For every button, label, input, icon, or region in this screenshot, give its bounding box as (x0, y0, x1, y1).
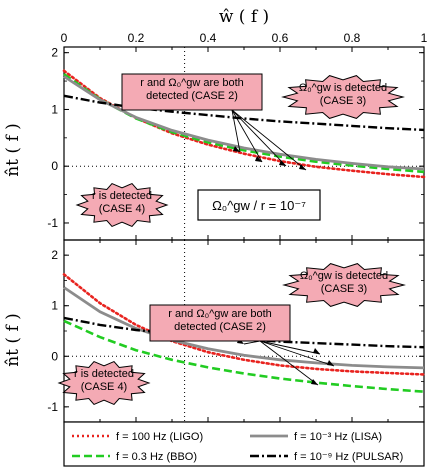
callout-3: r is detected(CASE 4) (57, 360, 151, 406)
callout-arrow (259, 340, 321, 355)
series-line-dashed (63, 319, 425, 393)
callout-arrowhead (255, 156, 262, 162)
legend-label: f = 10⁻³ Hz (LISA) (294, 431, 382, 443)
y-tick-label: 2 (51, 46, 58, 60)
legend: f = 100 Hz (LIGO) f = 10⁻³ Hz (LISA) f = 0… (63, 421, 425, 467)
ratio-annotation-box (197, 189, 321, 221)
series-line-dashdot (63, 94, 425, 132)
callout-text: (CASE 4) (81, 381, 127, 393)
bottom-y-axis-title: n̂t ( f ) (3, 313, 23, 367)
x-tick-label: 0 (61, 31, 68, 45)
callout-text: detected (CASE 2) (146, 90, 238, 102)
callout-starburst (57, 360, 151, 406)
callout-text: (CASE 4) (99, 203, 145, 215)
y-tick-label: 0 (51, 159, 58, 173)
x-tick-label: 0.4 (200, 31, 217, 45)
x-tick-label: 0.8 (344, 31, 361, 45)
callout-2: Ω₀^gw is detected(CASE 3) (282, 263, 406, 307)
callout-text: r and Ω₀^gw are both (168, 308, 272, 320)
callout-arrowhead (233, 146, 240, 152)
callout-starburst (282, 263, 406, 307)
series-line-dashdot (63, 316, 425, 349)
y-tick-label: 1 (51, 299, 58, 313)
callout-text: Ω₀^gw is detected (299, 82, 387, 94)
callout-text: r is detected (92, 190, 152, 202)
callout-arrowhead (299, 164, 306, 170)
callout-3: r is detected(CASE 4) (75, 182, 169, 228)
callout-box (149, 304, 291, 342)
callout-text: Ω₀^gw is detected (300, 270, 388, 282)
series-line-dotted (62, 273, 426, 376)
series-line-dashed (63, 73, 425, 174)
ratio-annotation: Ω₀^gw / r = 10⁻⁷ (197, 189, 321, 221)
callout-starburst (75, 182, 169, 228)
callout-text: r is detected (74, 368, 134, 380)
x-tick-label: 1 (421, 31, 428, 45)
legend-label: f = 0.3 Hz (BBO) (116, 451, 197, 463)
callout-text: (CASE 3) (320, 95, 366, 107)
callout-arrowhead (313, 348, 320, 354)
y-tick-label: 1 (51, 102, 58, 116)
legend-label: f = 100 Hz (LIGO) (116, 431, 203, 443)
x-tick-label: 0.2 (128, 31, 145, 45)
x-tick-label: 0.6 (272, 31, 289, 45)
legend-label: f = 10⁻⁹ Hz (PULSAR) (294, 451, 403, 463)
callout-starburst (281, 75, 405, 119)
y-tick-label: 2 (51, 248, 58, 262)
top-x-axis-title: ŵ ( f ) (219, 7, 269, 27)
callout-arrowhead (327, 360, 334, 366)
callout-arrow (231, 109, 241, 153)
callout-arrow (259, 340, 319, 386)
callout-arrowhead (279, 160, 286, 166)
callout-box (121, 73, 263, 111)
series-line-solid (63, 286, 425, 370)
y-tick-label: 0 (51, 349, 58, 363)
top-y-axis-title: n̂t ( f ) (3, 123, 23, 177)
callout-text: detected (CASE 2) (174, 321, 266, 333)
ratio-annotation-text: Ω₀^gw / r = 10⁻⁷ (212, 198, 306, 213)
legend-box (63, 421, 425, 467)
series-line-solid (63, 75, 425, 171)
y-tick-label: -1 (47, 400, 58, 414)
callout-text: r and Ω₀^gw are both (140, 77, 244, 89)
callout-arrow (231, 109, 287, 167)
callout-text: (CASE 3) (321, 283, 367, 295)
callout-arrow (259, 340, 335, 367)
callout-arrow (231, 109, 263, 163)
callout-arrow (231, 109, 307, 171)
callout-2: Ω₀^gw is detected(CASE 3) (281, 75, 405, 119)
callout-arrowhead (311, 379, 318, 385)
y-tick-label: -1 (47, 216, 58, 230)
